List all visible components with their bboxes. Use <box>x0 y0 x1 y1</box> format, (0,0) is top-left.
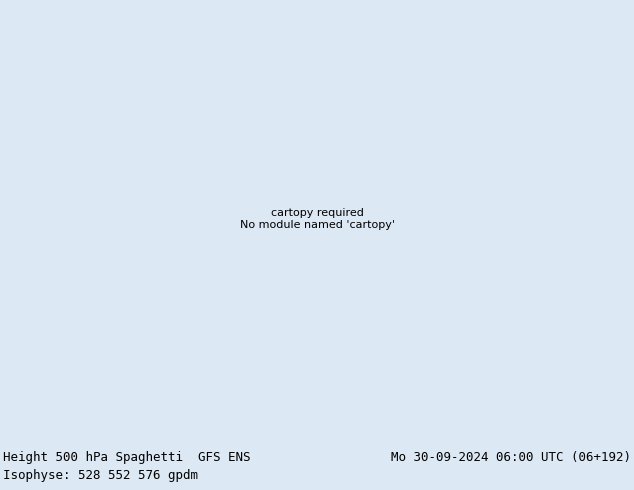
Text: Mo 30-09-2024 06:00 UTC (06+192): Mo 30-09-2024 06:00 UTC (06+192) <box>391 451 631 465</box>
Text: Height 500 hPa Spaghetti  GFS ENS: Height 500 hPa Spaghetti GFS ENS <box>3 451 250 465</box>
Text: Isophyse: 528 552 576 gpdm: Isophyse: 528 552 576 gpdm <box>3 469 198 482</box>
Text: cartopy required
No module named 'cartopy': cartopy required No module named 'cartop… <box>240 208 394 230</box>
